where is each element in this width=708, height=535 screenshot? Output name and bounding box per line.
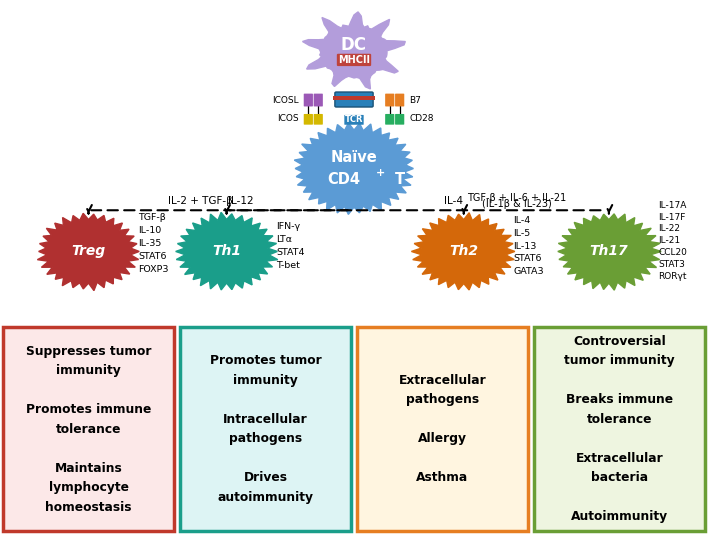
- FancyBboxPatch shape: [395, 94, 404, 106]
- Text: Promotes tumor
immunity

Intracellular
pathogens

Drives
autoimmunity: Promotes tumor immunity Intracellular pa…: [210, 354, 321, 504]
- Text: Th2: Th2: [450, 244, 478, 258]
- Text: IFN-γ
LTα
STAT4
T-bet: IFN-γ LTα STAT4 T-bet: [276, 223, 304, 270]
- Text: TCR: TCR: [345, 116, 363, 124]
- FancyBboxPatch shape: [304, 114, 313, 125]
- Text: T: T: [395, 172, 405, 187]
- Text: IL-17A
IL-17F
IL-22
IL-21
CCL20
STAT3
RORγt: IL-17A IL-17F IL-22 IL-21 CCL20 STAT3 RO…: [658, 201, 687, 281]
- Text: Suppresses tumor
immunity

Promotes immune
tolerance

Maintains
lymphocyte
homeo: Suppresses tumor immunity Promotes immun…: [25, 345, 152, 514]
- Text: IL-4
IL-5
IL-13
STAT6
GATA3: IL-4 IL-5 IL-13 STAT6 GATA3: [513, 216, 544, 276]
- Bar: [333, 96, 375, 100]
- Polygon shape: [411, 213, 515, 290]
- Text: IL-2 + TGF-β: IL-2 + TGF-β: [168, 196, 232, 206]
- Text: ICOS: ICOS: [277, 114, 299, 123]
- Polygon shape: [302, 12, 405, 89]
- Text: +: +: [375, 168, 385, 178]
- Text: Treg: Treg: [72, 244, 105, 258]
- Text: IL-4: IL-4: [444, 196, 462, 206]
- FancyBboxPatch shape: [335, 92, 373, 107]
- Polygon shape: [176, 212, 278, 290]
- Text: Th1: Th1: [212, 244, 241, 258]
- FancyBboxPatch shape: [314, 94, 323, 106]
- Text: Extracellular
pathogens

Allergy

Asthma: Extracellular pathogens Allergy Asthma: [399, 374, 486, 484]
- FancyBboxPatch shape: [395, 114, 404, 125]
- Text: (IL-1β & IL-23): (IL-1β & IL-23): [482, 199, 552, 209]
- Polygon shape: [38, 213, 139, 291]
- Text: B7: B7: [409, 96, 421, 105]
- Text: CD4: CD4: [327, 172, 360, 187]
- FancyBboxPatch shape: [385, 114, 394, 125]
- Text: TGF-β
IL-10
IL-35
STAT6
FOXP3: TGF-β IL-10 IL-35 STAT6 FOXP3: [138, 213, 169, 273]
- FancyBboxPatch shape: [304, 94, 313, 106]
- Polygon shape: [295, 123, 413, 215]
- Text: ICOSL: ICOSL: [272, 96, 299, 105]
- Text: Controversial
tumor immunity

Breaks immune
tolerance

Extracellular
bacteria

A: Controversial tumor immunity Breaks immu…: [564, 335, 675, 523]
- Text: CD28: CD28: [409, 114, 434, 123]
- FancyBboxPatch shape: [357, 327, 528, 531]
- FancyBboxPatch shape: [314, 114, 323, 125]
- Text: Th17: Th17: [590, 244, 628, 258]
- Text: DC: DC: [341, 36, 367, 55]
- Text: IL-12: IL-12: [228, 196, 253, 206]
- FancyBboxPatch shape: [385, 94, 394, 106]
- Text: Naïve: Naïve: [331, 150, 377, 165]
- FancyBboxPatch shape: [3, 327, 174, 531]
- FancyBboxPatch shape: [180, 327, 351, 531]
- FancyBboxPatch shape: [534, 327, 705, 531]
- Polygon shape: [558, 214, 661, 290]
- Text: MHCII: MHCII: [338, 55, 370, 65]
- Text: TGF-β + IL-6 + IL-21: TGF-β + IL-6 + IL-21: [467, 193, 566, 203]
